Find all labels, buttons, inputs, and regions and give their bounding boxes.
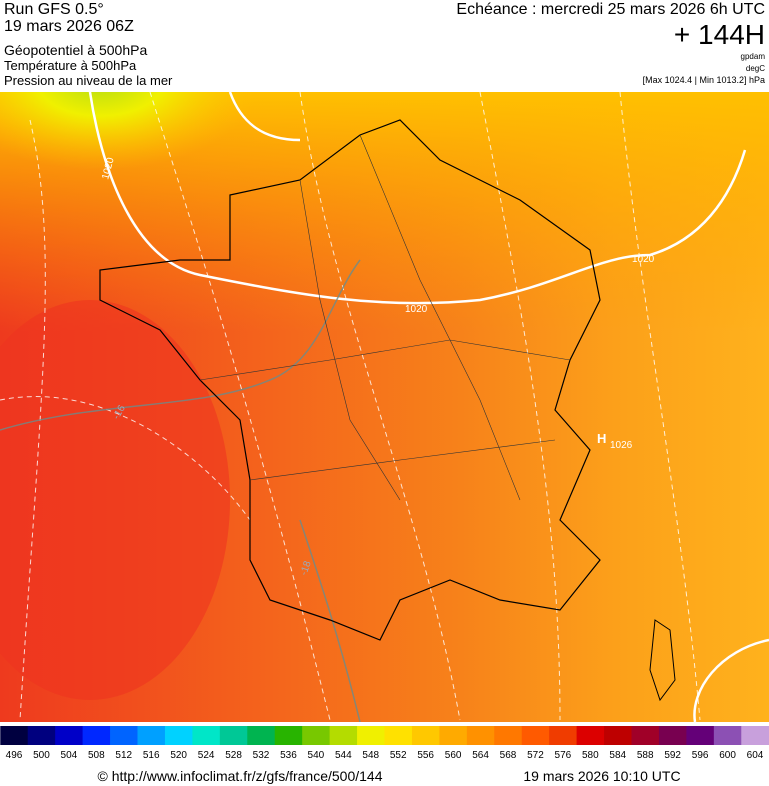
scale-label: 496 bbox=[6, 750, 23, 761]
field-shading bbox=[0, 300, 230, 700]
scale-swatch bbox=[494, 726, 523, 745]
scale-swatch bbox=[247, 726, 276, 745]
geopotential-lines bbox=[0, 259, 361, 722]
scale-label: 516 bbox=[143, 750, 160, 761]
scale-label: 556 bbox=[417, 750, 434, 761]
scale-label: 524 bbox=[198, 750, 215, 761]
isoline-label: -18 bbox=[298, 559, 313, 577]
scale-swatch bbox=[576, 726, 605, 745]
scale-label: 548 bbox=[362, 750, 379, 761]
scale-label: 536 bbox=[280, 750, 297, 761]
scale-swatch bbox=[686, 726, 715, 745]
scale-label: 508 bbox=[88, 750, 105, 761]
lead-time: + 144H bbox=[674, 19, 765, 50]
scale-swatch bbox=[192, 726, 221, 745]
isobars bbox=[88, 92, 769, 722]
scale-label: 560 bbox=[445, 750, 462, 761]
region-borders bbox=[199, 134, 571, 501]
scale-label: 596 bbox=[692, 750, 709, 761]
source-url: © http://www.infoclimat.fr/z/gfs/france/… bbox=[98, 768, 383, 784]
scale-swatch bbox=[521, 726, 550, 745]
color-scale: 496 500 504 508 512 516 520 524 528 532 536 540 544 5… bbox=[0, 726, 769, 761]
scale-label: 580 bbox=[582, 750, 599, 761]
scale-swatch bbox=[384, 726, 413, 745]
temperature-isolines bbox=[0, 92, 701, 721]
forecast-time: Echéance : mercredi 25 mars 2026 6h UTC bbox=[456, 1, 765, 18]
scale-label: 532 bbox=[253, 750, 270, 761]
scale-swatch bbox=[604, 726, 632, 745]
scale-label: 604 bbox=[747, 750, 764, 761]
scale-swatch bbox=[137, 726, 166, 745]
map-area bbox=[0, 92, 769, 722]
scale-swatch bbox=[274, 726, 303, 745]
scale-label: 500 bbox=[33, 750, 50, 761]
scale-swatch bbox=[741, 726, 769, 745]
scale-swatch bbox=[55, 726, 84, 745]
field-name: Pression au niveau de la mer bbox=[4, 73, 173, 88]
scale-label: 584 bbox=[609, 750, 626, 761]
isobar-label: 1020 bbox=[405, 304, 428, 315]
scale-swatch bbox=[329, 726, 358, 745]
scale-label: 568 bbox=[500, 750, 517, 761]
scale-swatch bbox=[439, 726, 468, 745]
field-name: Température à 500hPa bbox=[4, 58, 137, 73]
scale-swatch bbox=[27, 726, 56, 745]
scale-label: 572 bbox=[527, 750, 544, 761]
scale-swatch bbox=[411, 726, 440, 745]
scale-label: 528 bbox=[225, 750, 242, 761]
scale-swatch bbox=[302, 726, 331, 745]
corsica-outline bbox=[649, 619, 676, 702]
run-date: 19 mars 2026 06Z bbox=[4, 18, 134, 35]
scale-label: 600 bbox=[719, 750, 736, 761]
pressure-center-label: 1026 bbox=[610, 440, 633, 451]
scale-swatch bbox=[164, 726, 193, 745]
scale-swatch bbox=[82, 726, 111, 745]
generated-time: 19 mars 2026 10:10 UTC bbox=[523, 768, 680, 784]
scale-swatch bbox=[713, 726, 742, 745]
scale-swatch bbox=[0, 726, 29, 745]
scale-label: 540 bbox=[308, 750, 325, 761]
unit: degC bbox=[746, 64, 765, 73]
unit: gpdam bbox=[741, 52, 766, 61]
france-outline bbox=[99, 119, 601, 641]
high-symbol: H bbox=[597, 431, 606, 446]
field-name: Géopotentiel à 500hPa bbox=[4, 42, 147, 58]
scale-label: 592 bbox=[664, 750, 681, 761]
scale-swatch bbox=[631, 726, 660, 745]
field-shading bbox=[0, 92, 259, 170]
scale-label: 512 bbox=[115, 750, 132, 761]
scale-swatch bbox=[219, 726, 248, 745]
scale-label: 576 bbox=[555, 750, 572, 761]
scale-label: 544 bbox=[335, 750, 352, 761]
isobar-label: 1020 bbox=[632, 254, 655, 265]
scale-swatch bbox=[357, 726, 385, 745]
pressure-range: [Max 1024.4 | Min 1013.2] hPa bbox=[643, 75, 765, 85]
scale-swatch bbox=[466, 726, 495, 745]
scale-swatch bbox=[110, 726, 138, 745]
scale-label: 588 bbox=[637, 750, 654, 761]
scale-label: 504 bbox=[61, 750, 78, 761]
scale-label: 564 bbox=[472, 750, 489, 761]
run-title: Run GFS 0.5° bbox=[4, 1, 104, 18]
scale-swatch bbox=[658, 726, 687, 745]
scale-swatch bbox=[549, 726, 578, 745]
scale-label: 520 bbox=[170, 750, 187, 761]
scale-label: 552 bbox=[390, 750, 407, 761]
